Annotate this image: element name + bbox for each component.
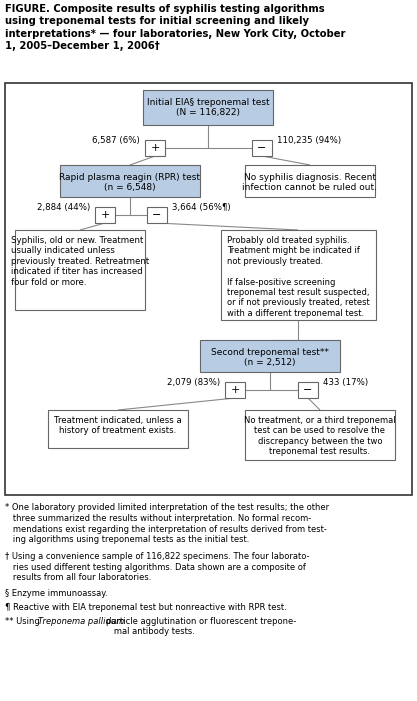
Bar bbox=[60, 165, 200, 197]
Text: +: + bbox=[150, 143, 160, 153]
Text: ¶ Reactive with EIA treponemal test but nonreactive with RPR test.: ¶ Reactive with EIA treponemal test but … bbox=[5, 603, 287, 612]
Text: −: − bbox=[303, 385, 313, 395]
Bar bbox=[298, 382, 318, 398]
Text: ** Using: ** Using bbox=[5, 616, 43, 625]
Bar bbox=[95, 207, 115, 223]
Text: Rapid plasma reagin (RPR) test
(n = 6,548): Rapid plasma reagin (RPR) test (n = 6,54… bbox=[60, 173, 201, 192]
Bar bbox=[200, 340, 340, 372]
Bar bbox=[145, 140, 165, 156]
Text: +: + bbox=[230, 385, 240, 395]
Text: particle agglutination or fluorescent trepone-
   mal antibody tests.: particle agglutination or fluorescent tr… bbox=[106, 616, 296, 637]
Text: * One laboratory provided limited interpretation of the test results; the other
: * One laboratory provided limited interp… bbox=[5, 503, 329, 544]
Text: 2,079 (83%): 2,079 (83%) bbox=[167, 378, 220, 387]
Text: Probably old treated syphilis.
Treatment might be indicated if
not previously tr: Probably old treated syphilis. Treatment… bbox=[226, 236, 369, 318]
Bar bbox=[221, 230, 376, 320]
Bar bbox=[15, 230, 145, 310]
Text: 6,587 (6%): 6,587 (6%) bbox=[92, 136, 140, 145]
Bar bbox=[245, 165, 375, 197]
Text: Second treponemal test**
(n = 2,512): Second treponemal test** (n = 2,512) bbox=[211, 348, 329, 367]
Text: 2,884 (44%): 2,884 (44%) bbox=[37, 203, 90, 212]
Text: § Enzyme immunoassay.: § Enzyme immunoassay. bbox=[5, 590, 108, 599]
Bar bbox=[48, 410, 188, 448]
Text: † Using a convenience sample of 116,822 specimens. The four laborato-
   ries us: † Using a convenience sample of 116,822 … bbox=[5, 552, 309, 583]
Bar bbox=[245, 410, 395, 460]
Text: −: − bbox=[257, 143, 267, 153]
Text: No syphilis diagnosis. Recent
infection cannot be ruled out.: No syphilis diagnosis. Recent infection … bbox=[243, 173, 377, 192]
Text: Treponema pallidum: Treponema pallidum bbox=[38, 616, 124, 625]
Text: 110,235 (94%): 110,235 (94%) bbox=[277, 136, 341, 145]
Bar bbox=[147, 207, 167, 223]
Text: +: + bbox=[100, 210, 110, 220]
Text: Treatment indicated, unless a
history of treatment exists.: Treatment indicated, unless a history of… bbox=[54, 416, 182, 435]
Text: Syphilis, old or new. Treatment
usually indicated unless
previously treated. Ret: Syphilis, old or new. Treatment usually … bbox=[11, 236, 149, 287]
Bar bbox=[225, 382, 245, 398]
Text: 3,664 (56%¶): 3,664 (56%¶) bbox=[172, 203, 231, 212]
Bar bbox=[252, 140, 272, 156]
Text: No treatment, or a third treponemal
test can be used to resolve the
discrepancy : No treatment, or a third treponemal test… bbox=[244, 416, 396, 456]
Text: 433 (17%): 433 (17%) bbox=[323, 378, 368, 387]
Text: Initial EIA§ treponemal test
(N = 116,822): Initial EIA§ treponemal test (N = 116,82… bbox=[147, 98, 269, 117]
Bar bbox=[143, 90, 273, 125]
Text: −: − bbox=[152, 210, 162, 220]
Bar bbox=[5, 83, 412, 495]
Text: FIGURE. Composite results of syphilis testing algorithms
using treponemal tests : FIGURE. Composite results of syphilis te… bbox=[5, 4, 346, 51]
